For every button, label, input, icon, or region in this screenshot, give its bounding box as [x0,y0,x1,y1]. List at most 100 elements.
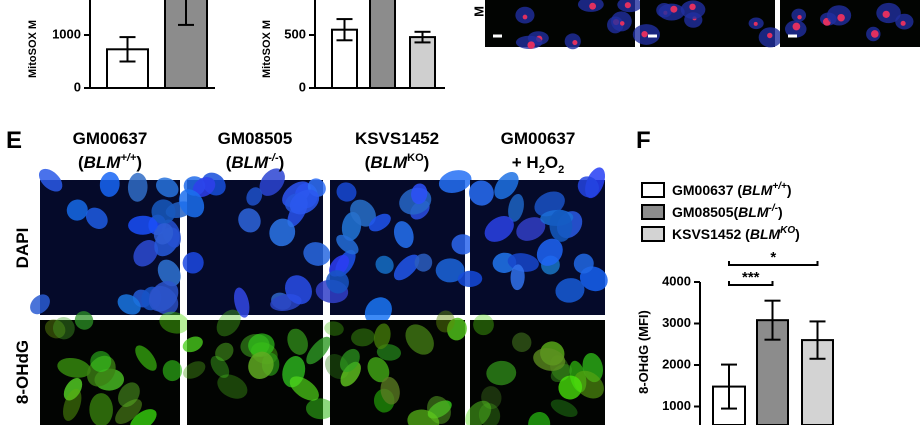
nucleus [577,176,600,198]
nucleus [536,238,563,266]
nucleus [238,208,261,233]
nucleus [306,336,331,365]
nucleus [486,360,517,386]
legend-entry: GM00637 (BLM+/+) [672,181,792,198]
legend-entry: GM08505(BLM-/-) [672,203,783,220]
mito-signal [619,21,625,26]
mito-signal [522,14,528,20]
nucleus [447,317,467,341]
nucleus [90,350,112,372]
nucleus [287,328,308,355]
nucleus [182,252,204,274]
image-row-label: M [471,6,486,17]
nucleus [473,314,494,336]
nucleus [414,253,433,272]
nucleus [368,213,391,232]
nucleus [162,360,183,382]
nucleus [367,357,390,383]
nucleus [364,297,392,326]
y-tick-label: 3000 [662,315,691,330]
nucleus [508,193,524,222]
nucleus [407,409,440,425]
nucleus [153,223,174,245]
nucleus [465,400,492,425]
legend-text: GM00637 ( [672,182,742,198]
nucleus [74,311,94,330]
nucleus [435,258,465,283]
mito-signal [900,20,906,26]
nucleus [63,388,82,421]
nucleus [436,310,455,333]
nucleus [350,199,376,227]
nucleus [155,177,179,198]
legend-text: BLM [738,204,769,220]
mito-signal [589,2,597,10]
nucleus [215,342,234,361]
column-header: GM00637 [501,129,576,148]
legend-swatch [641,204,665,220]
nucleus [478,403,501,425]
micrographs [30,0,920,425]
nucleus [411,183,428,205]
legend-text: BLM [742,182,773,198]
nucleus [178,189,205,218]
nucleus [63,378,83,401]
significance-label: * [770,249,776,266]
legend-text: GM08505( [672,204,738,220]
nucleus [339,348,360,373]
nucleus [269,218,296,247]
nucleus [373,323,391,350]
legend-text: KSVS1452 ( [672,226,750,242]
nucleus [30,294,50,315]
row-label: DAPI [13,228,32,269]
nucleus [393,254,420,281]
y-tick-label: 1000 [52,26,81,41]
bar [409,36,436,89]
legend-text: BLM [750,226,781,242]
nucleus [451,234,474,255]
nucleus [192,177,216,198]
nucleus [99,171,120,197]
nucleus [303,242,331,266]
column-header: KSVS1452 [355,129,439,148]
y-tick-label: 1000 [662,398,691,413]
nucleus [549,209,573,242]
nucleus [133,240,159,267]
mito-signal [797,14,802,20]
nucleus [550,399,578,418]
nucleus [148,281,179,312]
nucleus [246,187,263,206]
nucleus [130,409,157,425]
nucleus [66,199,88,221]
column-header: (BLMKO) [365,152,430,172]
nucleus [182,336,203,353]
nucleus [393,221,414,249]
y-axis-label: MitoSOX M [27,20,39,78]
column-header: GM00637 [73,129,148,148]
nucleus [57,358,91,378]
significance-label: *** [742,269,760,286]
nucleus [380,376,400,405]
nucleus [340,361,361,387]
panel-label: E [6,127,22,154]
mito-signal [527,41,535,49]
mito-signal [624,2,631,9]
nucleus [183,361,206,379]
nucleus [118,382,140,407]
nucleus [157,259,181,287]
legend-text: KO [780,225,795,236]
nucleus [38,168,63,192]
nucleus [658,3,685,21]
legend-text: ) [778,204,783,220]
nucleus [248,351,274,380]
legend-text: +/+ [772,181,787,192]
y-tick-label: 0 [74,79,81,94]
nucleus [481,386,502,410]
nucleus [289,189,320,215]
y-tick-label: 0 [299,79,306,94]
mito-signal [767,32,773,39]
nucleus [135,345,157,371]
legend-swatch [641,182,665,198]
nucleus [484,216,514,242]
